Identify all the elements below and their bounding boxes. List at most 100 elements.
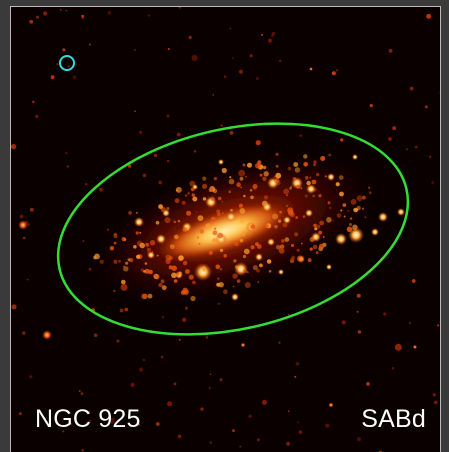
background-star xyxy=(261,33,263,36)
background-star xyxy=(147,14,151,17)
disk-speckle xyxy=(278,219,282,223)
disk-speckle xyxy=(307,258,312,263)
background-star xyxy=(437,324,440,327)
galaxy-name-label: NGC 925 xyxy=(35,405,141,433)
disk-speckle xyxy=(368,191,372,194)
disk-speckle xyxy=(274,224,278,229)
disk-speckle xyxy=(303,162,309,167)
disk-speckle xyxy=(282,222,288,228)
disk-speckle xyxy=(285,204,289,208)
disk-speckle xyxy=(173,220,177,224)
disk-speckle xyxy=(263,195,268,200)
disk-speckle xyxy=(289,187,292,190)
disk-speckle xyxy=(202,176,207,181)
background-star xyxy=(72,75,77,79)
background-star xyxy=(357,437,361,442)
background-star xyxy=(70,423,73,426)
background-star xyxy=(331,71,336,76)
disk-speckle xyxy=(136,254,141,259)
disk-speckle xyxy=(217,212,221,217)
background-star xyxy=(176,132,181,137)
disk-speckle xyxy=(355,208,359,212)
background-star xyxy=(124,307,129,312)
disk-speckle xyxy=(302,215,306,218)
disk-speckle xyxy=(234,241,239,247)
background-star xyxy=(82,240,85,243)
background-star xyxy=(220,124,223,127)
background-star xyxy=(43,11,48,16)
disk-speckle xyxy=(303,154,308,159)
disk-speckle xyxy=(151,251,154,253)
frame-border-left xyxy=(0,0,10,452)
disk-speckle xyxy=(315,251,319,255)
hii-region-knot xyxy=(218,159,224,165)
background-star xyxy=(116,339,120,343)
background-star xyxy=(405,148,408,151)
disk-speckle xyxy=(281,239,285,243)
background-star xyxy=(119,308,124,313)
disk-speckle xyxy=(166,207,170,211)
disk-speckle xyxy=(121,279,126,285)
background-star xyxy=(279,59,282,63)
aperture-ellipse-icon xyxy=(56,122,410,336)
disk-speckle xyxy=(164,217,171,224)
background-star xyxy=(89,419,92,422)
disk-speckle xyxy=(240,219,244,224)
background-star xyxy=(424,105,428,109)
background-star xyxy=(29,207,34,212)
disk-speckle xyxy=(275,180,281,186)
disk-speckle xyxy=(306,180,311,186)
background-star xyxy=(409,322,411,324)
disk-speckle xyxy=(239,238,244,243)
hii-region-knot xyxy=(305,209,313,217)
hii-region-knot xyxy=(255,253,263,261)
field-star xyxy=(309,67,313,71)
disk-speckle xyxy=(174,234,179,240)
field-star xyxy=(412,344,418,350)
disk-speckle xyxy=(233,259,237,263)
disk-speckle xyxy=(349,217,353,220)
background-star xyxy=(88,410,91,413)
background-star xyxy=(431,181,434,184)
background-star xyxy=(229,131,234,135)
background-star xyxy=(271,32,276,36)
disk-speckle xyxy=(250,195,254,200)
background-star xyxy=(287,313,290,316)
disk-speckle xyxy=(272,213,279,220)
disk-speckle xyxy=(342,203,347,207)
disk-speckle xyxy=(219,248,224,253)
hii-region-knot xyxy=(267,238,275,246)
disk-speckle xyxy=(175,186,182,193)
disk-speckle xyxy=(238,203,243,208)
disk-speckle xyxy=(276,245,281,250)
disk-speckle xyxy=(144,262,148,265)
disk-speckle xyxy=(113,232,117,236)
frame-border-top xyxy=(0,0,449,6)
background-star xyxy=(137,423,141,426)
background-star xyxy=(35,114,39,118)
disk-speckle xyxy=(266,259,272,264)
disk-speckle xyxy=(262,176,267,181)
background-stars xyxy=(11,7,440,452)
background-star xyxy=(209,373,212,376)
disk-speckle xyxy=(264,224,269,228)
background-star xyxy=(409,86,414,91)
disk-speckle xyxy=(218,282,224,288)
disk-speckle xyxy=(153,273,160,280)
disk-speckle xyxy=(292,177,297,181)
background-star xyxy=(22,236,26,240)
disk-speckle xyxy=(242,163,246,167)
disk-speckle xyxy=(312,194,316,198)
hii-region-knot xyxy=(278,269,284,275)
background-star xyxy=(19,214,24,219)
disk-speckle xyxy=(118,260,121,263)
background-star xyxy=(85,183,88,186)
background-star xyxy=(232,57,234,59)
disk-speckle xyxy=(215,264,221,270)
background-star xyxy=(388,49,393,53)
disk-speckle xyxy=(202,267,207,272)
disk-speckle xyxy=(123,266,129,272)
disk-speckle xyxy=(189,180,196,187)
disk-speckle xyxy=(155,220,160,225)
